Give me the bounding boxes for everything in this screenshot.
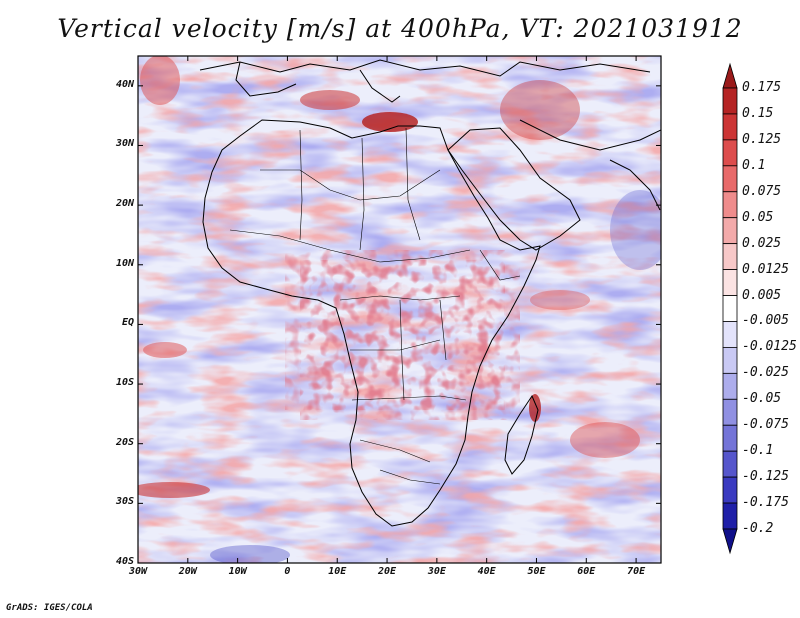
lat-label: 10N <box>115 257 134 269</box>
colorbar-label: 0.1 <box>742 157 766 173</box>
colorbar-label: -0.005 <box>742 313 789 329</box>
colorbar-label: 0.0125 <box>742 261 789 277</box>
lat-label: 30N <box>115 138 134 150</box>
lat-label: EQ <box>121 317 134 329</box>
colorbar-arrow-top <box>722 62 738 89</box>
lon-label: 10W <box>228 566 247 577</box>
colorbar-label: 0.125 <box>742 131 782 147</box>
colorbar-label: -0.075 <box>742 417 789 433</box>
colorbar-swatch <box>722 347 738 374</box>
colorbar-swatch <box>722 398 738 426</box>
lon-label: 60E <box>577 566 596 577</box>
colorbar-swatch <box>722 87 738 115</box>
lat-label: 20S <box>115 436 134 448</box>
colorbar-swatch <box>722 191 738 219</box>
lon-label: 10E <box>328 566 347 577</box>
colorbar-swatch <box>722 295 738 322</box>
colorbar-swatch <box>722 450 738 478</box>
axis-ticks <box>137 56 661 564</box>
iberia-coast <box>235 61 297 97</box>
africa-coast <box>202 119 541 527</box>
lat-label: 40S <box>115 556 134 567</box>
lon-label: 0 <box>284 566 291 577</box>
colorbar-swatch <box>722 502 738 530</box>
lon-label: 20W <box>178 566 197 577</box>
europe-coast <box>199 59 651 77</box>
colorbar-label: -0.025 <box>742 365 789 381</box>
colorbar-swatch <box>722 113 738 141</box>
velocity-field <box>138 56 661 563</box>
colorbar-swatch <box>722 217 738 245</box>
colorbar-swatch <box>722 424 738 452</box>
persia-coast <box>519 119 661 151</box>
colorbar-swatch <box>722 269 738 296</box>
colorbar-label: -0.05 <box>742 391 782 407</box>
lon-label: 30E <box>427 566 446 577</box>
map-title: Vertical velocity [m/s] at 400hPa, VT: 2… <box>57 14 743 43</box>
lon-label: 70E <box>627 566 646 577</box>
lat-label: 40N <box>115 78 134 90</box>
lon-label: 30W <box>128 566 148 577</box>
grads-credit: GrADS: IGES/COLA <box>6 603 93 613</box>
lat-label: 20N <box>115 198 134 210</box>
colorbar-arrow-bottom <box>722 528 738 555</box>
lon-label: 20E <box>378 566 397 577</box>
colorbar-swatch <box>722 165 738 193</box>
coastlines <box>199 59 661 527</box>
colorbar-swatch <box>722 139 738 167</box>
colorbar-swatch <box>722 243 738 270</box>
lon-label: 40E <box>477 566 496 577</box>
colorbar-swatch <box>722 321 738 348</box>
italy-coast <box>359 69 401 103</box>
country-borders <box>229 127 521 485</box>
colorbar-label: 0.15 <box>742 105 774 121</box>
lat-label: 10S <box>115 377 134 389</box>
colorbar-swatch <box>722 476 738 504</box>
lat-label: 30S <box>115 496 134 508</box>
colorbar-label: 0.175 <box>742 80 782 95</box>
colorbar-label: -0.1 <box>742 443 774 459</box>
map-frame <box>137 55 662 564</box>
lon-label: 50E <box>527 566 546 577</box>
colorbar-label: -0.125 <box>742 469 789 485</box>
india-coast <box>609 159 661 211</box>
colorbar-label: -0.2 <box>742 521 774 536</box>
colorbar-label: -0.0125 <box>742 339 797 355</box>
arabia-coast <box>447 127 581 251</box>
colorbar-label: 0.005 <box>742 287 782 303</box>
colorbar <box>722 62 738 555</box>
colorbar-label: -0.175 <box>742 495 789 511</box>
madagascar-coast <box>504 394 539 475</box>
colorbar-label: 0.075 <box>742 183 782 199</box>
colorbar-label: 0.025 <box>742 235 782 251</box>
colorbar-label: 0.05 <box>742 209 774 225</box>
colorbar-swatch <box>722 372 738 400</box>
